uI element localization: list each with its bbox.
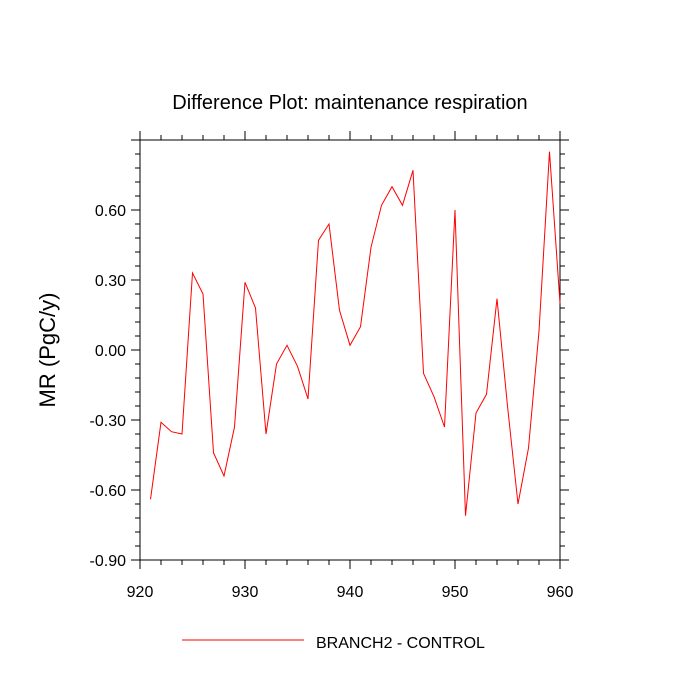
y-tick-label: 0.00 (95, 343, 126, 360)
x-tick-label: 920 (127, 584, 154, 601)
x-tick-label: 960 (547, 584, 574, 601)
series-line (150, 151, 561, 516)
y-tick-label: -0.60 (90, 483, 127, 500)
y-axis-ticks: -0.90 -0.60 -0.30 0.00 0.30 0.60 (90, 139, 569, 570)
y-axis-label: MR (PgC/y) (35, 293, 60, 408)
legend-label: BRANCH2 - CONTROL (316, 635, 485, 652)
y-tick-label: -0.90 (90, 553, 127, 570)
x-tick-label: 950 (442, 584, 469, 601)
legend: BRANCH2 - CONTROL (182, 635, 485, 652)
chart-title: Difference Plot: maintenance respiration (172, 92, 527, 114)
y-tick-label: 0.30 (95, 273, 126, 290)
y-tick-label: 0.60 (95, 203, 126, 220)
x-tick-label: 940 (337, 584, 364, 601)
series-layer (150, 151, 561, 516)
plot-frame (139, 139, 561, 561)
y-tick-label: -0.30 (90, 413, 127, 430)
plot-border (139, 139, 561, 561)
x-axis-ticks: 920 930 940 950 960 (127, 131, 574, 601)
x-tick-label: 930 (232, 584, 259, 601)
